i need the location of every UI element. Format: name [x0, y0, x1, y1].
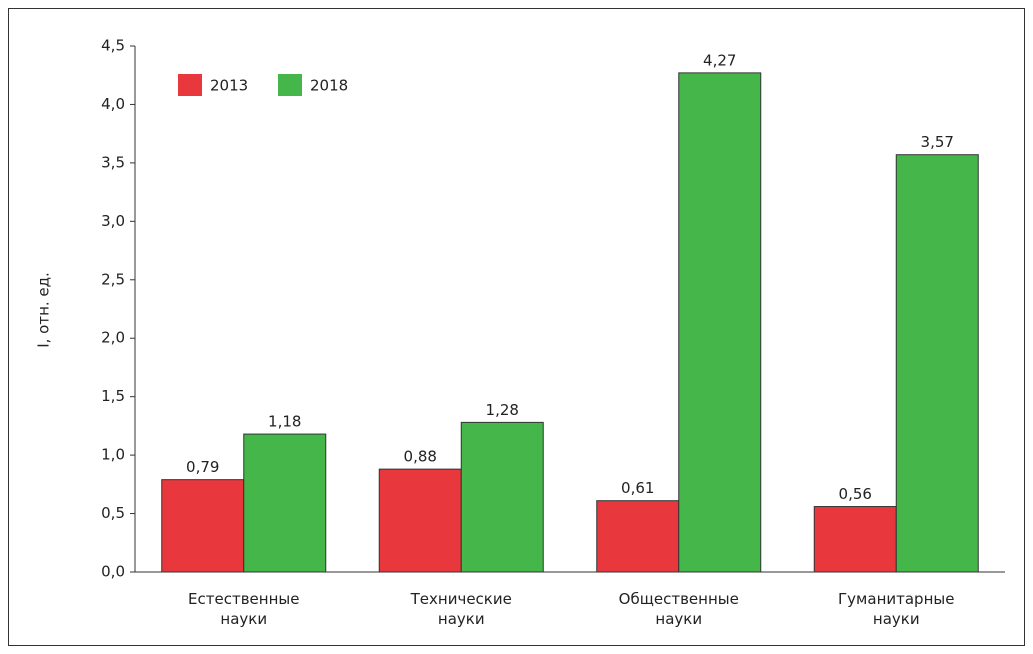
x-tick-label: Общественные науки [618, 590, 739, 628]
x-tick-label: Естественные науки [188, 590, 300, 628]
value-label: 1,18 [268, 413, 301, 431]
bar [161, 479, 245, 573]
bar [596, 500, 680, 573]
y-tick-label: 0,5 [101, 504, 125, 522]
y-tick-label: 2,0 [101, 329, 125, 347]
y-tick-label: 3,5 [101, 153, 125, 171]
y-tick-label: 3,0 [101, 212, 125, 230]
bar [243, 433, 327, 573]
value-label: 3,57 [921, 133, 954, 151]
y-tick-label: 1,0 [101, 446, 125, 464]
legend-label: 2018 [310, 77, 348, 95]
legend-swatch [278, 74, 302, 96]
value-label: 0,79 [186, 458, 219, 476]
value-label: 0,56 [839, 485, 872, 503]
bar [460, 421, 544, 573]
y-tick-label: 0,0 [101, 563, 125, 581]
legend-swatch [178, 74, 202, 96]
bar [813, 506, 897, 573]
y-tick-label: 2,5 [101, 270, 125, 288]
y-axis-label: I, отн. ед. [35, 272, 53, 348]
x-tick-label: Гуманитарные науки [838, 590, 955, 628]
legend-label: 2013 [210, 77, 248, 95]
value-label: 1,28 [486, 401, 519, 419]
value-label: 0,61 [621, 479, 654, 497]
value-label: 0,88 [404, 448, 437, 466]
frame [8, 8, 1025, 646]
y-tick-label: 4,5 [101, 37, 125, 55]
y-tick-label: 1,5 [101, 387, 125, 405]
value-label: 4,27 [703, 51, 736, 69]
y-tick-label: 4,0 [101, 95, 125, 113]
bar [378, 468, 462, 573]
x-tick-label: Технические науки [410, 590, 512, 628]
bar [895, 154, 979, 573]
bar [678, 72, 762, 573]
